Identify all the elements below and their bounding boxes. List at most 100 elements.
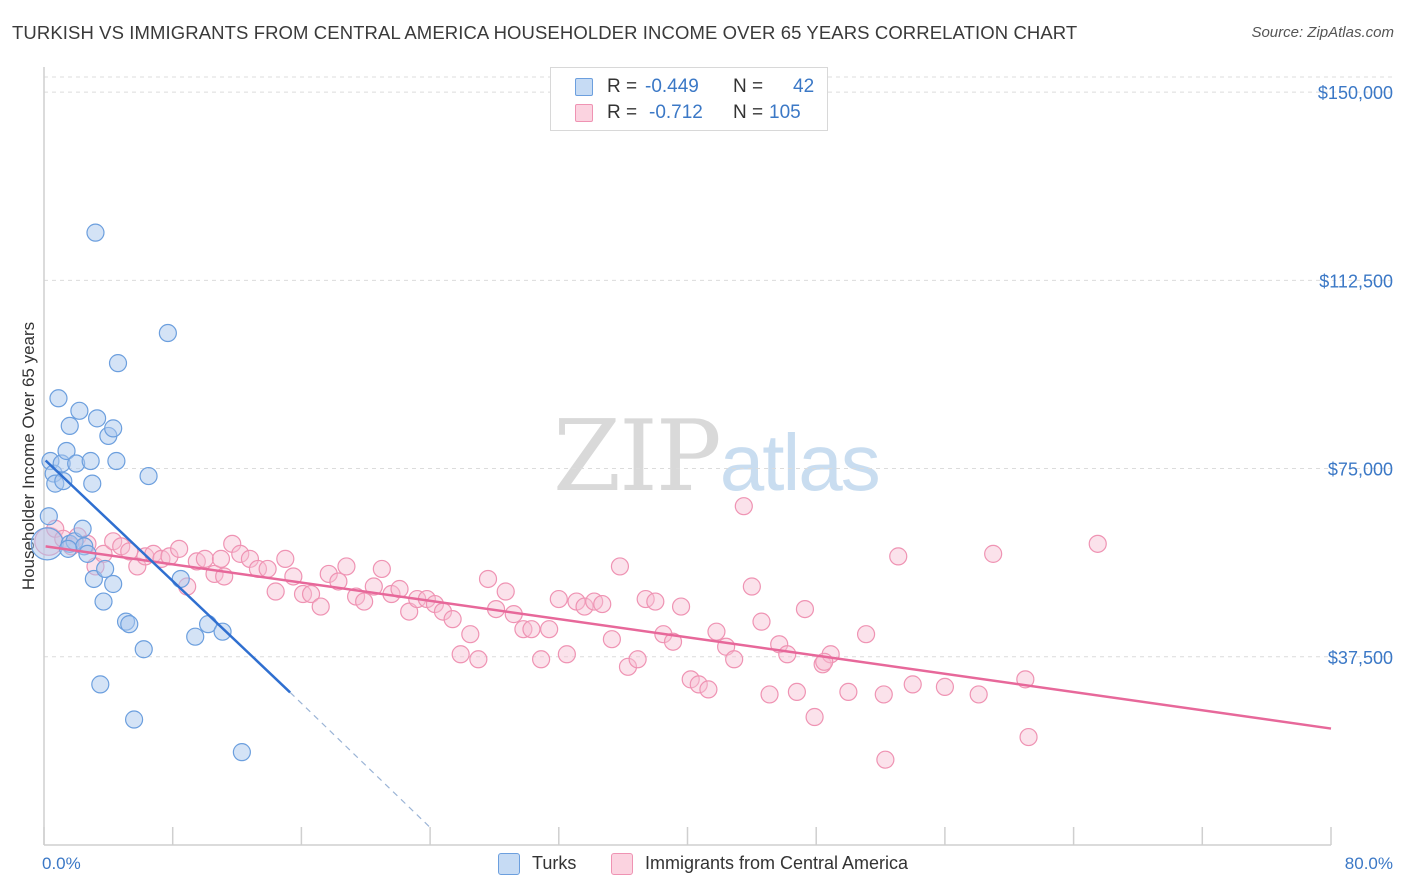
data-point-central-america [451, 645, 470, 664]
data-point-central-america [646, 592, 665, 611]
data-point-turks [39, 507, 58, 526]
x-tick-label: 0.0% [42, 854, 81, 873]
data-point-central-america [787, 682, 806, 702]
trend-line-turks-extension [289, 691, 431, 828]
data-point-turks [186, 627, 205, 646]
data-point-central-america [628, 650, 647, 669]
data-point-turks [86, 223, 105, 242]
legend-swatch-central-america [575, 104, 593, 122]
watermark-atlas: atlas [719, 418, 881, 507]
data-point-central-america [707, 622, 726, 641]
data-point-central-america [969, 685, 988, 704]
data-point-central-america [778, 645, 797, 664]
series-turks-points [30, 223, 251, 762]
data-point-turks [104, 574, 123, 594]
legend-r-value: -0.712 [649, 102, 703, 123]
axes [43, 67, 1332, 846]
data-point-central-america [522, 620, 541, 639]
data-point-turks [54, 471, 73, 491]
data-point-central-america [461, 625, 480, 644]
gridlines [44, 76, 1396, 658]
data-point-central-america [903, 675, 922, 694]
data-point-turks [139, 466, 158, 486]
legend-r-label: R = [607, 102, 638, 123]
data-point-turks [94, 592, 113, 611]
data-point-central-america [337, 557, 356, 576]
data-point-central-america [663, 632, 683, 651]
source-credit: Source: ZipAtlas.com [1251, 24, 1394, 41]
data-point-central-america [195, 549, 214, 568]
data-point-central-america [258, 559, 277, 579]
series-legend: Turks Immigrants from Central America [0, 852, 1406, 878]
data-point-central-america [231, 544, 250, 563]
data-point-central-america [935, 677, 955, 696]
data-point-central-america [689, 675, 708, 694]
data-point-central-america [557, 645, 576, 664]
legend-n-label: N = [733, 102, 764, 123]
data-point-turks [171, 569, 190, 589]
chart-title: TURKISH VS IMMIGRANTS FROM CENTRAL AMERI… [12, 22, 1078, 43]
data-point-turks [70, 401, 89, 420]
data-point-turks [81, 451, 100, 471]
data-point-central-america [760, 685, 779, 704]
data-point-turks [120, 615, 139, 634]
x-tick-label: 80.0% [1345, 854, 1393, 873]
data-point-central-america [610, 557, 630, 576]
legend-n-label: N = [733, 76, 764, 97]
data-point-turks [232, 743, 251, 762]
legend-n-value: 105 [769, 102, 801, 123]
tick-labels: $37,500 $75,000 $112,500 $150,000 0.0% 80.0% [42, 83, 1393, 873]
data-point-turks [49, 389, 68, 408]
data-point-central-america [593, 594, 612, 614]
data-point-turks [91, 675, 110, 694]
data-point-central-america [540, 620, 559, 639]
data-point-turks [83, 474, 102, 493]
data-point-central-america [211, 549, 231, 568]
data-point-central-america [734, 497, 753, 516]
data-point-central-america [443, 610, 462, 629]
data-point-turks [134, 640, 153, 659]
data-point-central-america [311, 597, 330, 616]
watermark: ZIPatlas [553, 400, 881, 514]
data-point-central-america [1019, 727, 1038, 747]
data-point-central-america [725, 650, 744, 669]
data-point-central-america [618, 657, 638, 676]
data-point-central-america [876, 750, 895, 769]
data-point-turks [60, 416, 79, 435]
data-point-central-america [329, 572, 348, 591]
data-point-central-america [602, 630, 621, 649]
data-point-turks [108, 354, 128, 373]
legend-label-turks: Turks [532, 853, 577, 873]
legend-n-value: 42 [793, 76, 815, 97]
data-point-central-america [699, 680, 718, 699]
legend-swatch-central-america [611, 853, 633, 875]
data-point-central-america [478, 569, 498, 589]
data-point-turks [158, 323, 177, 343]
data-point-turks [107, 451, 126, 471]
data-point-turks [96, 559, 115, 579]
correlation-legend: R = -0.449 N = 42 R = -0.712 N = 105 [550, 67, 828, 131]
data-point-central-america [372, 559, 391, 579]
trend-line-turks [44, 459, 291, 694]
watermark-zip: ZIP [553, 400, 722, 514]
data-point-central-america [839, 682, 858, 702]
data-point-central-america [984, 544, 1003, 563]
data-point-central-america [874, 685, 893, 704]
data-point-central-america [301, 584, 321, 604]
trend-lines [44, 459, 1332, 828]
legend-r-value: -0.449 [645, 76, 699, 97]
data-point-central-america [276, 549, 295, 568]
data-point-turks [30, 527, 64, 561]
y-tick-label: $37,500 [1328, 648, 1393, 668]
data-point-central-america [742, 577, 761, 596]
legend-label-central-america: Immigrants from Central America [645, 853, 909, 873]
data-point-central-america [170, 539, 189, 558]
data-point-turks [57, 441, 76, 461]
series-central-america-points [34, 497, 1107, 769]
data-point-central-america [364, 577, 383, 596]
data-point-turks [124, 710, 144, 729]
data-point-turks [213, 622, 232, 641]
y-tick-label: $112,500 [1319, 271, 1393, 291]
legend-swatch-turks [575, 78, 593, 96]
